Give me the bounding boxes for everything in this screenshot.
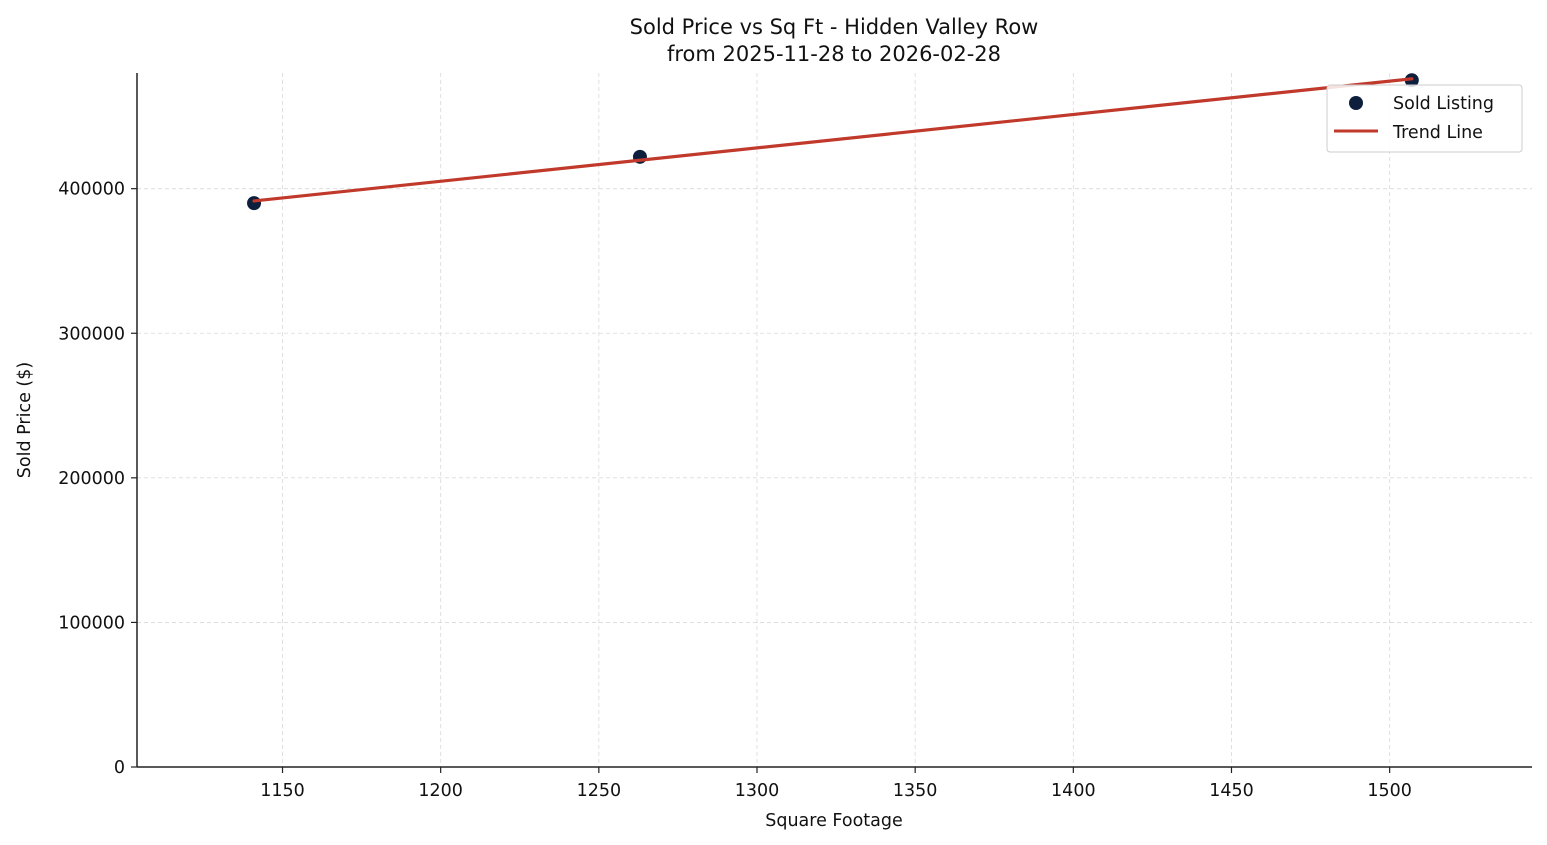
axes <box>136 73 1532 768</box>
x-tick-label: 1150 <box>260 781 305 801</box>
x-tick-label: 1200 <box>418 781 463 801</box>
trend-line-layer <box>252 77 1414 203</box>
y-axis-label: Sold Price ($) <box>15 362 35 478</box>
x-tick-label: 1450 <box>1209 781 1254 801</box>
grid-lines <box>137 73 1532 767</box>
y-axis-ticks: 0 100000 200000 300000 400000 <box>58 180 137 778</box>
legend-marker-sold-listing <box>1349 96 1363 110</box>
legend-label-trend-line: Trend Line <box>1392 123 1483 143</box>
chart-subtitle: from 2025-11-28 to 2026-02-28 <box>667 42 1001 66</box>
x-tick-label: 1400 <box>1051 781 1096 801</box>
legend-box <box>1326 84 1523 153</box>
x-tick-label: 1350 <box>893 781 938 801</box>
y-tick-label: 100000 <box>58 613 125 633</box>
x-axis-ticks: 1150 1200 1250 1300 1350 1400 1450 1500 <box>260 767 1412 801</box>
legend: Sold Listing Trend Line <box>1326 84 1523 153</box>
trend-line <box>252 77 1414 203</box>
y-tick-label: 200000 <box>58 469 125 489</box>
x-tick-label: 1250 <box>577 781 622 801</box>
legend-label-sold-listing: Sold Listing <box>1393 94 1494 114</box>
x-tick-label: 1300 <box>735 781 780 801</box>
x-axis-label: Square Footage <box>765 811 903 831</box>
y-tick-label: 400000 <box>58 180 125 200</box>
sold-listing-point <box>247 196 262 211</box>
points-layer <box>247 73 1419 211</box>
y-tick-label: 0 <box>114 758 125 778</box>
x-tick-label: 1500 <box>1367 781 1412 801</box>
y-tick-label: 300000 <box>58 324 125 344</box>
chart-title: Sold Price vs Sq Ft - Hidden Valley Row <box>630 15 1039 39</box>
